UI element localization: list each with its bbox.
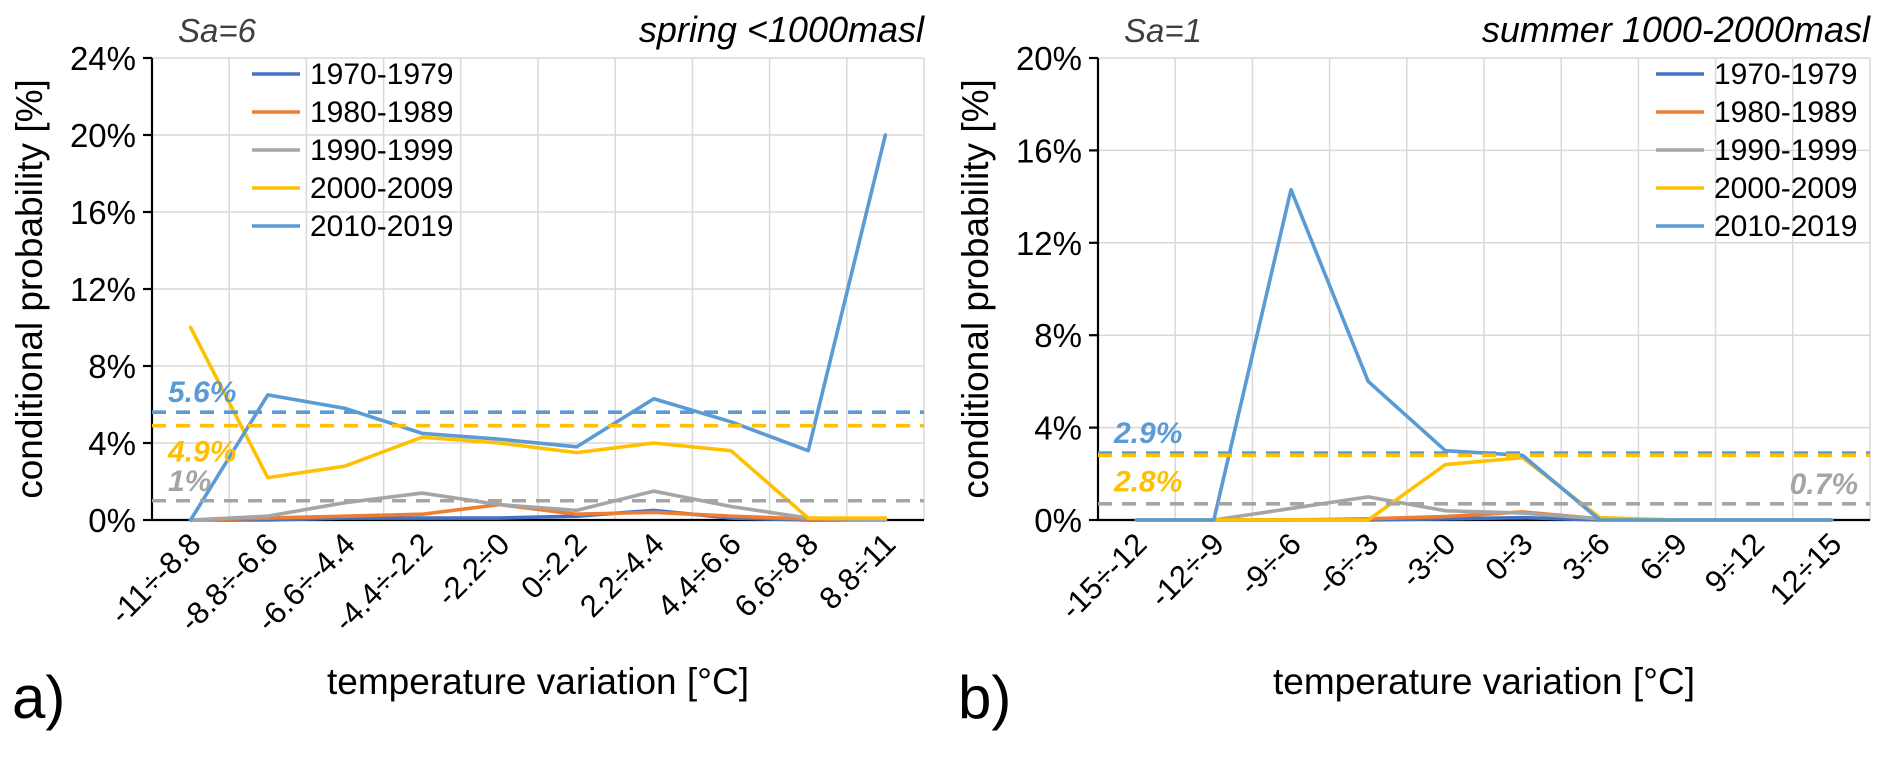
x-tick-label: 12÷15 <box>1763 526 1849 612</box>
x-tick-label: 0÷3 <box>1478 526 1539 587</box>
chart-panel-b: 0% 4% 8% 12% 16% 20% -15÷-12-12÷-9 -9÷-6 -6÷-3 -3… <box>955 9 1871 702</box>
reference-label: 0.7% <box>1790 468 1858 501</box>
legend-label: 1990-1999 <box>310 134 453 167</box>
y-tick-label: 4% <box>1034 410 1082 447</box>
series-line-1980-1989 <box>188 502 888 522</box>
reference-label: 2.8% <box>1113 465 1182 498</box>
y-tick-label: 0% <box>1034 502 1082 539</box>
y-tick-label: 12% <box>1016 225 1082 262</box>
legend-label: 2010-2019 <box>310 210 453 243</box>
x-tick-label: -12÷-9 <box>1143 526 1231 614</box>
x-tick-label: -15÷-12 <box>1053 526 1153 626</box>
chart-panel-a: 0%4%8%12%16%20%24%-11÷-8.8-8.8÷-6.6-6.6÷… <box>9 9 925 702</box>
legend-label: 1990-1999 <box>1714 134 1857 167</box>
chart-title: spring <1000masl <box>639 9 925 50</box>
x-tick-label: 4.4÷6.6 <box>650 526 748 624</box>
x-tick-label: -3÷0 <box>1394 526 1462 594</box>
x-tick-label: 2.2÷4.4 <box>573 526 671 624</box>
reference-label: 5.6% <box>168 376 236 409</box>
sa-annotation: Sa=6 <box>178 12 257 49</box>
x-tick-label: 9÷12 <box>1698 526 1771 599</box>
y-tick-label: 8% <box>1034 317 1082 354</box>
y-tick-label: 20% <box>70 117 136 154</box>
x-tick-label: 6÷9 <box>1633 526 1694 587</box>
x-tick-label: 3÷6 <box>1556 526 1617 587</box>
y-tick-label: 12% <box>70 271 136 308</box>
x-tick-label: -9÷-6 <box>1232 526 1308 602</box>
legend-label: 1980-1989 <box>1714 96 1857 129</box>
chart-title: summer 1000-2000masl <box>1482 9 1871 50</box>
panel-letter-a: a) <box>12 664 66 731</box>
series-line-1990-1999 <box>188 489 888 522</box>
panel-a: 0% 4% 8% 12% 16% 20% 24% -11÷-8.8 -8.8÷-6.6 -6.6÷… <box>9 9 925 731</box>
legend-label: 1980-1989 <box>310 96 453 129</box>
y-tick-label: 20% <box>1016 40 1082 77</box>
reference-label: 1% <box>168 465 211 498</box>
legend-label: 1970-1979 <box>1714 58 1857 91</box>
y-tick-label: 24% <box>70 40 136 77</box>
y-axis-title: conditional probability [%] <box>9 79 50 499</box>
panel-b: 0% 4% 8% 12% 16% 20% -15÷-12 -12÷-9 -9÷-6 -6÷-3 -3… <box>946 0 1892 776</box>
x-tick-label: 6.6÷8.8 <box>727 526 825 624</box>
legend-label: 2000-2009 <box>1714 172 1857 205</box>
panel-letter-b: b) <box>958 664 1012 731</box>
x-axis-title: temperature variation [°C] <box>327 661 749 702</box>
y-tick-label: 0% <box>88 502 136 539</box>
x-tick-label: 8.8÷11 <box>812 526 902 616</box>
series-line-2000-2009 <box>188 325 888 520</box>
y-axis-title: conditional probability [%] <box>955 79 996 499</box>
y-tick-label: 16% <box>70 194 136 231</box>
y-tick-label: 8% <box>88 348 136 385</box>
legend-label: 2000-2009 <box>310 172 453 205</box>
legend-label: 1970-1979 <box>310 58 453 91</box>
legend-label: 2010-2019 <box>1714 210 1857 243</box>
series-line-2010-2019 <box>188 133 888 522</box>
x-tick-label: -2.2÷0 <box>430 526 517 613</box>
x-tick-label: -6÷-3 <box>1309 526 1385 602</box>
reference-label: 4.9% <box>167 436 236 469</box>
reference-label: 2.9% <box>1113 417 1182 450</box>
x-axis-title: temperature variation [°C] <box>1273 661 1695 702</box>
y-tick-label: 4% <box>88 425 136 462</box>
sa-annotation: Sa=1 <box>1124 12 1202 49</box>
y-tick-label: 16% <box>1016 132 1082 169</box>
